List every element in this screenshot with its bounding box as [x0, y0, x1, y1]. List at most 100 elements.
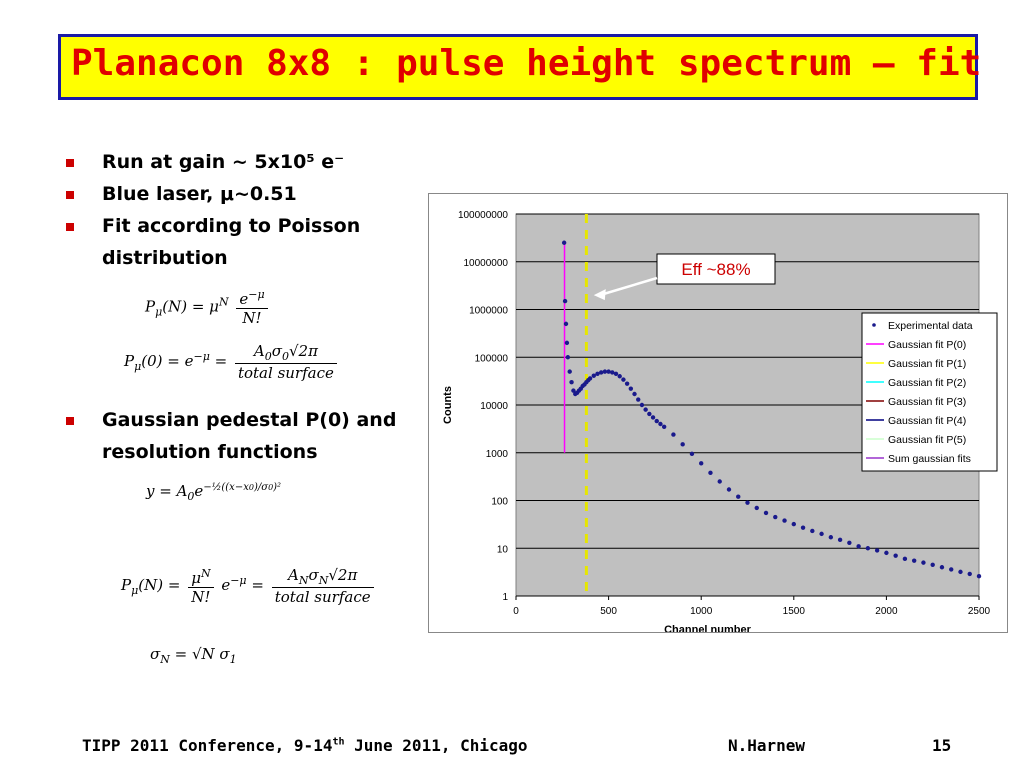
annotation-arrowhead	[593, 289, 606, 301]
legend-box	[861, 312, 998, 472]
x-tick-label: 2000	[875, 606, 898, 617]
footer-author: N.Harnew	[728, 736, 806, 755]
data-point	[613, 371, 619, 377]
bullet-list: Run at gain ~ 5x10⁵ e⁻ Blue laser, μ~0.5…	[62, 146, 412, 274]
slide-title: Planacon 8x8 : pulse height spectrum – f…	[71, 43, 982, 84]
data-point	[708, 470, 713, 476]
bullet-text: Fit according to Poisson distribution	[102, 215, 361, 269]
data-point	[650, 415, 656, 420]
data-point	[571, 388, 576, 393]
equation-poisson: Pμ(N) = μN e−μ N!	[145, 288, 271, 327]
data-point	[632, 391, 637, 397]
data-point	[654, 418, 659, 424]
data-point	[567, 369, 572, 374]
legend-entry: Experimental data	[888, 320, 973, 332]
annotation-arrow	[599, 276, 658, 297]
legend-entry: Sum gaussian fits	[888, 453, 971, 465]
annotation-box	[656, 253, 776, 285]
data-point	[773, 514, 778, 520]
data-point	[893, 553, 898, 558]
data-point	[689, 451, 695, 457]
data-point	[624, 381, 630, 386]
data-point	[884, 550, 889, 556]
x-tick-label: 500	[600, 606, 617, 617]
x-tick-label: 1000	[690, 606, 713, 617]
data-point	[671, 432, 676, 437]
bullet-list-2: Gaussian pedestal P(0) and resolution fu…	[62, 404, 412, 468]
data-point	[837, 537, 843, 543]
data-point	[563, 321, 569, 327]
data-point	[610, 370, 615, 375]
data-point	[874, 548, 880, 553]
x-tick-label: 1500	[783, 606, 806, 617]
bullet-marker	[66, 417, 74, 425]
data-point	[763, 510, 769, 516]
y-tick-label: 1000	[486, 449, 509, 460]
bullet-text: Gaussian pedestal P(0) and resolution fu…	[102, 409, 397, 463]
equation-sigma: σN = √N σ1	[150, 645, 237, 666]
bullet-marker	[66, 223, 74, 231]
data-point	[639, 402, 645, 408]
data-point	[976, 573, 982, 579]
data-point	[726, 487, 732, 492]
legend-entry: Gaussian fit P(1)	[888, 358, 966, 370]
data-point	[819, 531, 824, 537]
data-point	[810, 528, 815, 534]
data-point	[598, 370, 604, 375]
equation-pn: Pμ(N) = μN N! e−μ = ANσN√2π total surface	[121, 566, 377, 606]
data-point	[680, 442, 685, 447]
data-point	[587, 376, 593, 381]
data-point	[745, 500, 750, 505]
bullet-laser: Blue laser, μ~0.51	[62, 178, 412, 210]
pulse-height-chart: 1101001000100001000001000000100000001000…	[442, 210, 998, 636]
y-tick-label: 10000000	[464, 258, 509, 269]
data-point	[602, 369, 608, 374]
bullet-text: Run at gain ~ 5x10⁵ e⁻	[102, 151, 345, 173]
data-point	[699, 461, 704, 466]
data-point	[828, 535, 834, 540]
bullet-gain: Run at gain ~ 5x10⁵ e⁻	[62, 146, 412, 178]
equation-gauss: y = A0e−½((x−x0)/σ0)²	[146, 482, 282, 503]
data-point	[930, 562, 935, 568]
footer-conference-text: TIPP 2011 Conference, 9-14	[82, 736, 333, 755]
legend-marker	[872, 323, 876, 327]
data-point	[782, 518, 787, 523]
y-tick-label: 100000000	[458, 210, 508, 221]
data-point	[628, 386, 634, 391]
data-point	[647, 411, 652, 417]
legend-entry: Gaussian fit P(5)	[888, 434, 966, 446]
footer-conference: TIPP 2011 Conference, 9-14th June 2011, …	[82, 736, 528, 755]
bullet-marker	[66, 191, 74, 199]
data-point	[856, 544, 861, 549]
data-point	[847, 540, 852, 546]
data-point	[621, 377, 626, 382]
data-point	[561, 240, 567, 245]
data-point	[949, 567, 954, 572]
bullet-gaussian: Gaussian pedestal P(0) and resolution fu…	[62, 404, 412, 468]
footer-page-number: 15	[932, 736, 952, 755]
y-tick-label: 1000000	[469, 306, 508, 317]
bullet-fit: Fit according to Poisson distribution	[62, 210, 412, 274]
data-point	[911, 558, 917, 563]
x-axis-label: Channel number	[664, 624, 752, 632]
legend-entry: Gaussian fit P(3)	[888, 396, 966, 408]
legend-entry: Gaussian fit P(4)	[888, 415, 966, 427]
data-point	[562, 298, 568, 304]
data-point	[865, 546, 871, 551]
legend-entry: Gaussian fit P(2)	[888, 377, 966, 389]
data-point	[967, 571, 972, 577]
data-point	[921, 560, 926, 565]
data-point	[754, 505, 759, 511]
footer-conference-sup: th	[332, 736, 345, 748]
data-point	[736, 494, 741, 499]
chart-frame: 1 10 100 1000 10000 100000 1000000 10000000 1000…	[428, 193, 1008, 636]
data-point	[791, 521, 796, 527]
x-tick-label: 2500	[968, 606, 991, 617]
data-point	[717, 479, 722, 484]
data-point	[564, 340, 570, 346]
y-axis-label: Counts	[442, 386, 454, 424]
data-point	[658, 421, 663, 427]
equation-p0: Pμ(0) = e−μ = A0σ0√2π total surface	[124, 342, 340, 382]
bullet-text: Blue laser, μ~0.51	[102, 183, 297, 205]
data-point	[902, 556, 908, 562]
